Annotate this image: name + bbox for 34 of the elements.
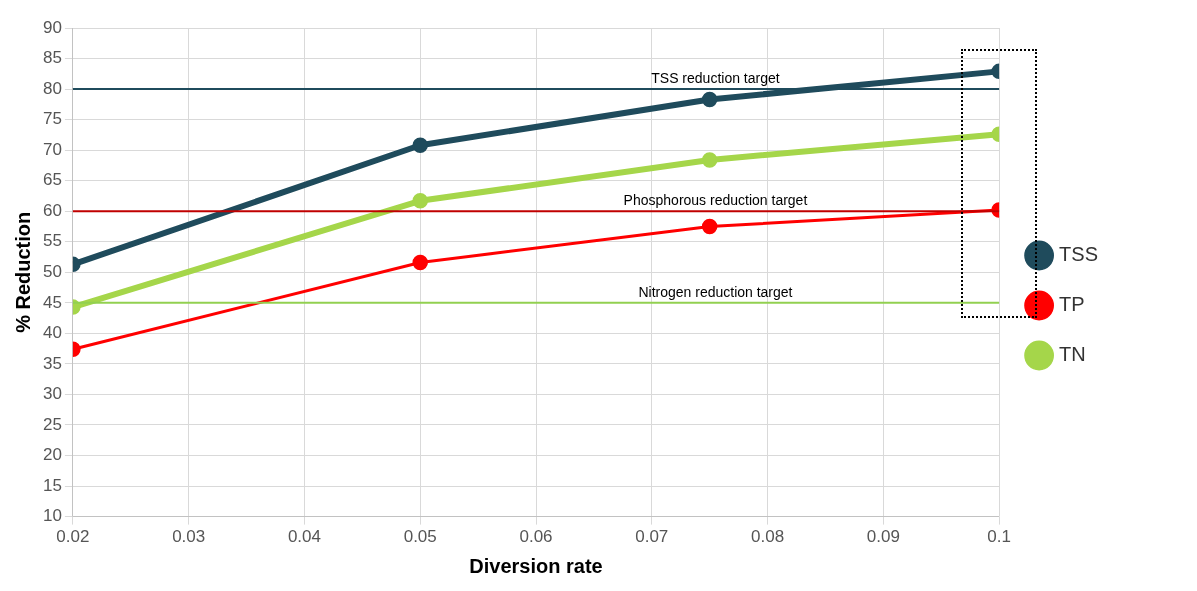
y-tick-label: 55 [42,231,62,251]
y-tick-label: 50 [42,261,62,281]
y-tick-label: 75 [42,109,62,129]
y-tick-label: 10 [42,506,62,526]
y-tick-label: 90 [42,17,62,37]
y-tick-label: 85 [42,48,62,68]
legend-label: TP [1059,293,1085,316]
y-axis-title: % Reduction [11,211,34,333]
y-tick-label: 35 [42,353,62,373]
x-axis-title: Diversion rate [469,554,603,577]
ref-line-label: TSS reduction target [651,69,780,86]
y-tick-label: 20 [42,445,62,465]
x-tick-label: 0.09 [866,527,900,547]
y-tick-label: 15 [42,475,62,495]
legend-label: TN [1059,343,1086,366]
y-tick-label: 60 [42,200,62,220]
x-tick-label: 0.1 [987,527,1011,547]
x-tick-label: 0.03 [172,527,206,547]
y-tick-label: 80 [42,78,62,98]
ref-line-label: Phosphorous reduction target [623,192,808,209]
x-tick-label: 0.07 [635,527,669,547]
y-tick-label: 30 [42,384,62,404]
ref-line-label: Nitrogen reduction target [638,283,793,300]
y-tick-label: 40 [42,323,62,343]
y-tick-label: 65 [42,170,62,190]
y-tick-label: 70 [42,139,62,159]
x-tick-label: 0.02 [56,527,90,547]
legend-label: TSS [1059,243,1099,266]
y-tick-label: 45 [42,292,62,312]
x-tick-label: 0.06 [519,527,553,547]
x-tick-label: 0.04 [287,527,321,547]
x-tick-label: 0.08 [751,527,785,547]
y-tick-label: 25 [42,414,62,434]
x-tick-label: 0.05 [403,527,437,547]
